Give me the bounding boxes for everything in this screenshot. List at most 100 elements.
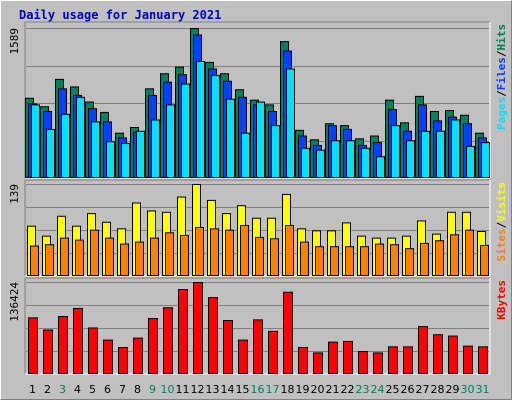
bar-kbytes-day-25: [388, 346, 398, 374]
bar-pages-day-17: [271, 125, 280, 179]
bar-pages-day-2: [46, 128, 55, 178]
bar-sites-day-8: [135, 241, 144, 276]
legend-bottom: KBytes: [495, 280, 508, 320]
bar-pages-day-26: [406, 140, 415, 178]
bar-pages-day-19: [301, 147, 310, 179]
bar-pages-day-28: [436, 130, 445, 179]
x-tick-label-day-3: 3: [59, 383, 66, 396]
x-tick-label-day-8: 8: [134, 383, 141, 396]
bar-kbytes-day-3: [58, 316, 68, 374]
bar-sites-day-18: [285, 225, 294, 276]
y-max-label-middle: 139: [8, 184, 21, 204]
bar-kbytes-day-2: [43, 329, 53, 374]
bar-kbytes-day-15: [238, 339, 248, 375]
bar-pages-day-18: [286, 68, 295, 178]
x-tick-label-day-30: 30: [461, 383, 475, 396]
bar-pages-day-30: [466, 145, 475, 178]
x-tick-label-day-31: 31: [476, 383, 490, 396]
bar-sites-day-13: [210, 228, 219, 276]
bar-sites-day-4: [75, 239, 84, 276]
x-tick-label-day-18: 18: [281, 383, 295, 396]
bar-sites-day-31: [480, 244, 489, 277]
x-tick-label-day-9: 9: [149, 383, 156, 396]
bar-pages-day-7: [121, 143, 130, 178]
x-tick-label-day-19: 19: [296, 383, 310, 396]
x-tick-label-day-1: 1: [29, 383, 36, 396]
bar-kbytes-day-14: [223, 320, 233, 374]
x-tick-label-day-14: 14: [221, 383, 235, 396]
bar-kbytes-day-31: [478, 346, 488, 374]
bar-kbytes-day-21: [328, 341, 338, 375]
bar-sites-day-7: [120, 243, 129, 276]
bar-kbytes-day-28: [433, 334, 443, 374]
bar-sites-day-27: [420, 242, 429, 277]
legend-top-part-1: Pages: [495, 97, 508, 130]
bar-pages-day-22: [346, 140, 355, 178]
bar-kbytes-day-18: [283, 291, 293, 374]
x-tick-label-day-5: 5: [89, 383, 96, 396]
bar-sites-day-10: [165, 232, 174, 276]
bar-pages-day-6: [106, 141, 115, 178]
bar-sites-day-14: [225, 229, 234, 277]
legend-bottom-part-1: KBytes: [495, 280, 508, 320]
bar-sites-day-15: [240, 225, 249, 276]
x-tick-label-day-17: 17: [266, 383, 280, 396]
bar-kbytes-day-24: [373, 352, 383, 375]
bar-sites-day-28: [435, 240, 444, 276]
legend-middle-part-1: Sites: [495, 228, 508, 261]
x-tick-label-day-7: 7: [119, 383, 126, 396]
x-tick-label-day-22: 22: [341, 383, 355, 396]
bar-kbytes-day-17: [268, 330, 278, 374]
legend-top-part-2: /: [495, 90, 508, 97]
bar-pages-day-12: [196, 60, 205, 178]
bar-kbytes-day-30: [463, 345, 473, 375]
bar-kbytes-day-9: [148, 318, 158, 374]
bar-sites-day-23: [360, 246, 369, 276]
bar-sites-day-9: [150, 237, 159, 276]
bar-pages-day-21: [331, 140, 340, 178]
x-tick-label-day-15: 15: [236, 383, 250, 396]
x-tick-label-day-21: 21: [326, 383, 340, 396]
bar-sites-day-3: [60, 237, 69, 276]
bar-sites-day-12: [195, 227, 204, 276]
bar-sites-day-20: [315, 246, 324, 276]
bar-pages-day-25: [391, 125, 400, 179]
x-tick-label-day-27: 27: [416, 383, 430, 396]
bar-kbytes-day-4: [73, 307, 83, 375]
x-tick-label-day-26: 26: [401, 383, 415, 396]
bar-pages-day-29: [451, 119, 460, 178]
bar-kbytes-day-22: [343, 340, 353, 375]
legend-top-part-4: /: [495, 50, 508, 57]
x-tick-label-day-11: 11: [176, 383, 190, 396]
x-tick-label-day-4: 4: [74, 383, 81, 396]
bar-pages-day-3: [61, 113, 70, 178]
x-tick-label-day-23: 23: [356, 383, 370, 396]
x-tick-label-day-2: 2: [44, 383, 51, 396]
bar-kbytes-day-5: [88, 327, 98, 374]
bar-sites-day-19: [300, 241, 309, 276]
legend-top-part-5: Hits: [495, 24, 508, 51]
legend-middle-part-3: Visits: [495, 182, 508, 222]
bar-pages-day-27: [421, 130, 430, 179]
x-tick-label-day-24: 24: [371, 383, 385, 396]
bar-pages-day-31: [481, 142, 490, 179]
x-tick-label-day-28: 28: [431, 383, 445, 396]
bar-pages-day-1: [31, 104, 40, 178]
bar-kbytes-day-6: [103, 339, 113, 375]
bar-kbytes-day-11: [178, 289, 188, 374]
x-tick-label-day-12: 12: [191, 383, 205, 396]
bar-pages-day-11: [181, 83, 190, 178]
bar-pages-day-10: [166, 104, 175, 178]
bar-pages-day-14: [226, 98, 235, 178]
bar-kbytes-day-27: [418, 326, 428, 375]
bar-sites-day-25: [390, 244, 399, 276]
page-title: Daily usage for January 2021: [19, 8, 222, 22]
bar-sites-day-22: [345, 246, 354, 276]
x-tick-label-day-6: 6: [104, 383, 111, 396]
bar-pages-day-20: [316, 149, 325, 178]
x-tick-label-day-25: 25: [386, 383, 400, 396]
bar-sites-day-11: [180, 234, 189, 277]
legend-middle: Sites/Visits: [495, 182, 508, 262]
bar-sites-day-16: [255, 236, 264, 277]
